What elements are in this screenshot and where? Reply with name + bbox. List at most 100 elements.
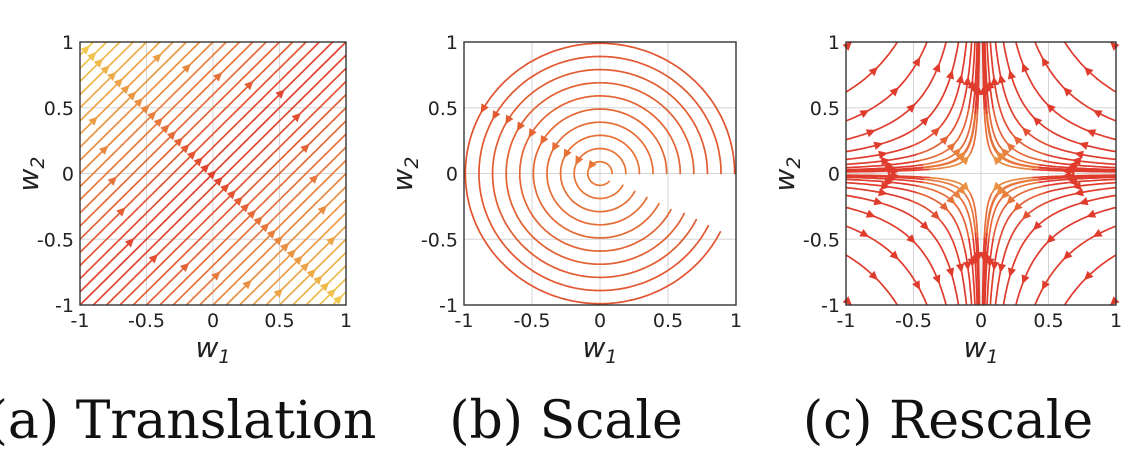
streamline: [964, 42, 968, 56]
streamline-arrowhead: [930, 210, 940, 220]
streamline-arrowhead: [939, 135, 949, 146]
streamline-arrowhead: [80, 45, 90, 55]
streamline: [127, 66, 149, 88]
streamline: [628, 130, 654, 175]
streamline: [551, 217, 614, 239]
streamline-arrowhead: [200, 163, 210, 174]
streamline: [231, 258, 260, 287]
y-tick-label: 0.5: [428, 98, 458, 120]
streamline-arrowhead: [240, 203, 250, 213]
streamline-arrowhead: [516, 121, 526, 132]
streamline: [227, 141, 273, 186]
streamline: [1028, 243, 1047, 269]
streamline: [992, 106, 1009, 145]
streamline: [222, 59, 262, 99]
streamline: [337, 251, 346, 261]
streamline: [491, 154, 527, 250]
streamline: [964, 249, 972, 291]
y-tick-label: 1: [828, 32, 840, 54]
streamline-arrowhead: [273, 288, 283, 298]
streamline: [846, 132, 868, 141]
streamline: [131, 42, 148, 58]
streamline: [119, 215, 171, 266]
streamline-arrowhead: [1086, 129, 1097, 138]
streamline: [1029, 113, 1059, 136]
streamline: [551, 55, 668, 77]
streamline: [506, 89, 565, 158]
streamline: [1082, 164, 1116, 169]
streamline: [99, 137, 130, 168]
streamline-arrowhead: [300, 143, 310, 154]
streamline: [587, 174, 598, 186]
streamline-arrowhead: [213, 176, 223, 187]
streamline: [947, 50, 958, 85]
streamline-arrowhead: [880, 181, 891, 190]
streamline: [996, 95, 1013, 134]
streamline-arrowhead: [951, 147, 962, 158]
streamline: [222, 42, 241, 59]
streamline: [338, 211, 346, 221]
streamline: [353, 284, 355, 286]
streamline: [278, 297, 288, 305]
streamline: [612, 184, 624, 196]
streamline-arrowhead: [505, 114, 514, 125]
streamline-arrowhead: [242, 279, 252, 290]
streamline: [212, 42, 228, 56]
streamline: [915, 243, 934, 269]
streamline: [972, 42, 976, 70]
streamline: [1029, 211, 1059, 234]
y-axis-label: w2: [768, 157, 805, 192]
streamline: [80, 208, 112, 241]
streamline-arrowhead: [588, 159, 597, 170]
streamline: [109, 171, 149, 211]
streamline: [982, 42, 986, 72]
streamline: [265, 88, 313, 135]
streamline-arrowhead: [1006, 195, 1016, 205]
streamline: [140, 226, 186, 272]
streamline: [310, 53, 346, 90]
streamline: [100, 34, 102, 36]
streamline: [1094, 132, 1116, 141]
streamline: [80, 198, 109, 228]
streamline: [117, 208, 164, 256]
streamline-arrowhead: [226, 190, 237, 200]
streamline: [72, 58, 78, 64]
streamline-arrowhead: [967, 258, 976, 268]
streamline: [134, 71, 157, 94]
streamline-arrowhead: [575, 155, 584, 166]
streamline: [330, 267, 344, 281]
streamline: [854, 35, 858, 39]
y-tick-label: 0: [446, 164, 458, 186]
streamline: [124, 42, 135, 51]
streamline-arrowhead: [930, 127, 940, 137]
streamline: [956, 54, 966, 93]
streamline: [846, 175, 883, 178]
streamline-arrowhead: [868, 66, 878, 77]
streamline: [270, 98, 316, 143]
streamline: [615, 208, 672, 251]
streamline: [1094, 206, 1116, 215]
streamline: [1073, 55, 1087, 69]
streamline: [630, 231, 722, 301]
streamline-arrowhead: [1032, 116, 1043, 127]
axes-frame: [79, 41, 347, 306]
streamline: [547, 124, 582, 164]
streamline-arrowhead: [1000, 147, 1011, 158]
axes-frame: [845, 41, 1117, 306]
caption: (a) Translation: [0, 391, 376, 451]
streamline: [175, 177, 223, 224]
streamline: [85, 74, 100, 90]
streamline: [1109, 87, 1116, 93]
streamline: [315, 42, 346, 73]
streamline: [516, 257, 629, 292]
streamline: [975, 42, 978, 66]
streamline: [903, 113, 933, 136]
streamline-arrowhead: [1074, 188, 1084, 197]
streamline: [562, 81, 653, 99]
streamline: [983, 193, 993, 240]
streamline: [650, 97, 695, 175]
streamline: [169, 46, 196, 73]
streamline: [1119, 50, 1123, 54]
streamline: [1083, 160, 1116, 166]
streamline-arrowhead: [1078, 141, 1089, 150]
